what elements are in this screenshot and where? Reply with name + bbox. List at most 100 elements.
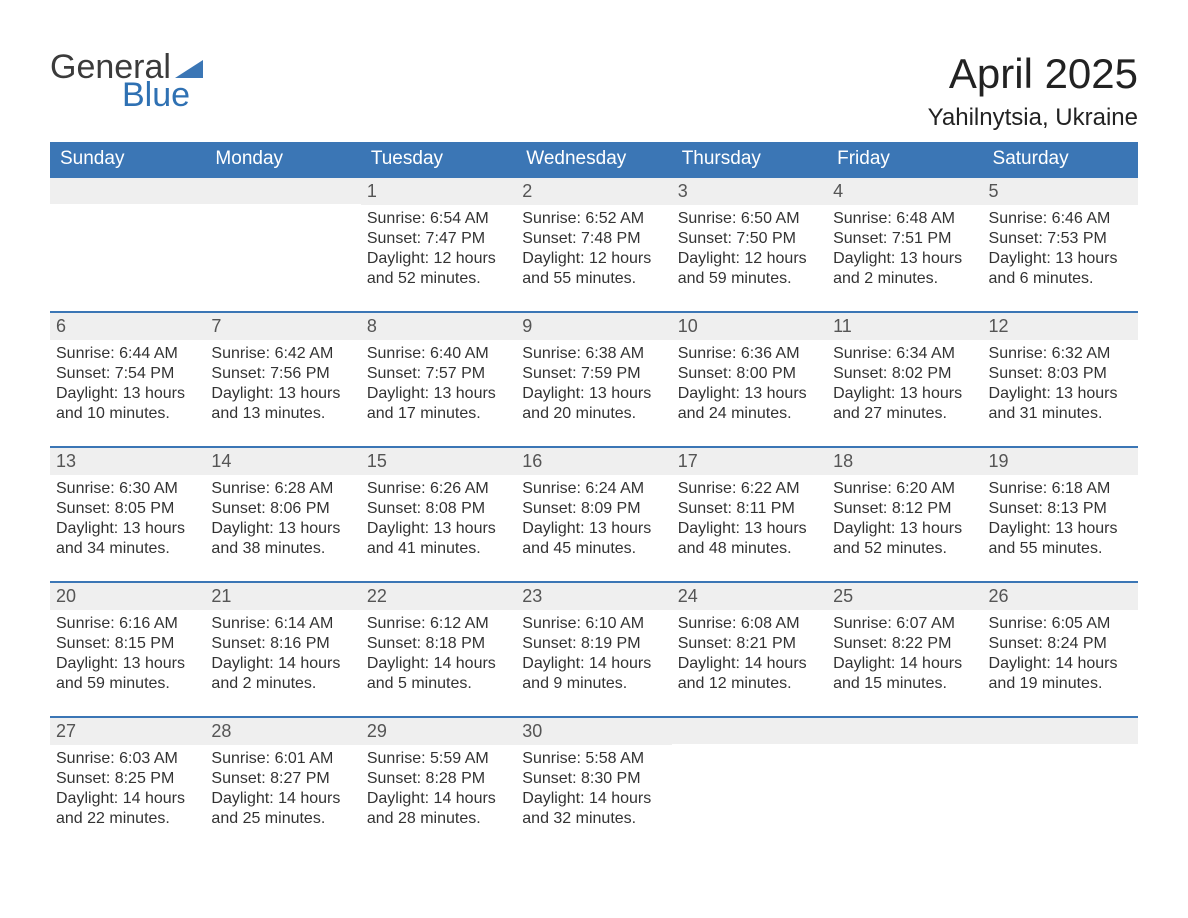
sunset-text: Sunset: 7:53 PM xyxy=(989,229,1132,249)
sunset-text: Sunset: 7:50 PM xyxy=(678,229,821,249)
day-cell: 22Sunrise: 6:12 AMSunset: 8:18 PMDayligh… xyxy=(361,581,516,716)
day-cell: 26Sunrise: 6:05 AMSunset: 8:24 PMDayligh… xyxy=(983,581,1138,716)
sunrise-text: Sunrise: 5:59 AM xyxy=(367,749,510,769)
sunrise-text: Sunrise: 6:52 AM xyxy=(522,209,665,229)
sunrise-text: Sunrise: 6:32 AM xyxy=(989,344,1132,364)
day-number: 13 xyxy=(50,446,205,475)
calendar-page: General Blue April 2025 Yahilnytsia, Ukr… xyxy=(0,0,1188,881)
brand-logo: General Blue xyxy=(50,50,203,112)
day-cell: 20Sunrise: 6:16 AMSunset: 8:15 PMDayligh… xyxy=(50,581,205,716)
dow-saturday: Saturday xyxy=(983,142,1138,176)
day-number: 4 xyxy=(827,176,982,205)
sunrise-text: Sunrise: 6:34 AM xyxy=(833,344,976,364)
daylight-text: Daylight: 13 hours and 48 minutes. xyxy=(678,519,821,559)
day-number: 2 xyxy=(516,176,671,205)
day-cell: 6Sunrise: 6:44 AMSunset: 7:54 PMDaylight… xyxy=(50,311,205,446)
day-body: Sunrise: 6:30 AMSunset: 8:05 PMDaylight:… xyxy=(50,475,205,581)
day-cell xyxy=(205,176,360,311)
day-cell: 16Sunrise: 6:24 AMSunset: 8:09 PMDayligh… xyxy=(516,446,671,581)
week-row: 20Sunrise: 6:16 AMSunset: 8:15 PMDayligh… xyxy=(50,581,1138,716)
sunset-text: Sunset: 7:59 PM xyxy=(522,364,665,384)
day-body: Sunrise: 6:12 AMSunset: 8:18 PMDaylight:… xyxy=(361,610,516,716)
day-number: 24 xyxy=(672,581,827,610)
day-body: Sunrise: 6:50 AMSunset: 7:50 PMDaylight:… xyxy=(672,205,827,311)
dow-thursday: Thursday xyxy=(672,142,827,176)
day-cell: 29Sunrise: 5:59 AMSunset: 8:28 PMDayligh… xyxy=(361,716,516,851)
day-cell xyxy=(983,716,1138,851)
dow-monday: Monday xyxy=(205,142,360,176)
day-cell: 10Sunrise: 6:36 AMSunset: 8:00 PMDayligh… xyxy=(672,311,827,446)
day-body: Sunrise: 6:28 AMSunset: 8:06 PMDaylight:… xyxy=(205,475,360,581)
sunset-text: Sunset: 8:22 PM xyxy=(833,634,976,654)
day-number: 25 xyxy=(827,581,982,610)
day-cell: 12Sunrise: 6:32 AMSunset: 8:03 PMDayligh… xyxy=(983,311,1138,446)
day-cell: 30Sunrise: 5:58 AMSunset: 8:30 PMDayligh… xyxy=(516,716,671,851)
blank-day-body xyxy=(205,204,360,304)
day-body: Sunrise: 6:14 AMSunset: 8:16 PMDaylight:… xyxy=(205,610,360,716)
sunset-text: Sunset: 8:21 PM xyxy=(678,634,821,654)
day-number: 30 xyxy=(516,716,671,745)
day-number: 16 xyxy=(516,446,671,475)
daylight-text: Daylight: 12 hours and 59 minutes. xyxy=(678,249,821,289)
sunset-text: Sunset: 8:16 PM xyxy=(211,634,354,654)
day-body: Sunrise: 6:01 AMSunset: 8:27 PMDaylight:… xyxy=(205,745,360,851)
day-number: 20 xyxy=(50,581,205,610)
day-cell: 3Sunrise: 6:50 AMSunset: 7:50 PMDaylight… xyxy=(672,176,827,311)
day-number: 27 xyxy=(50,716,205,745)
sunset-text: Sunset: 8:02 PM xyxy=(833,364,976,384)
day-body: Sunrise: 6:32 AMSunset: 8:03 PMDaylight:… xyxy=(983,340,1138,446)
day-cell: 11Sunrise: 6:34 AMSunset: 8:02 PMDayligh… xyxy=(827,311,982,446)
weeks-container: 1Sunrise: 6:54 AMSunset: 7:47 PMDaylight… xyxy=(50,176,1138,851)
sunrise-text: Sunrise: 6:30 AM xyxy=(56,479,199,499)
sunrise-text: Sunrise: 6:20 AM xyxy=(833,479,976,499)
day-body: Sunrise: 6:40 AMSunset: 7:57 PMDaylight:… xyxy=(361,340,516,446)
header-row: General Blue April 2025 Yahilnytsia, Ukr… xyxy=(50,50,1138,132)
sunrise-text: Sunrise: 6:14 AM xyxy=(211,614,354,634)
blank-day-body xyxy=(827,744,982,844)
dow-friday: Friday xyxy=(827,142,982,176)
daylight-text: Daylight: 14 hours and 15 minutes. xyxy=(833,654,976,694)
day-number: 6 xyxy=(50,311,205,340)
sunrise-text: Sunrise: 6:10 AM xyxy=(522,614,665,634)
sunset-text: Sunset: 8:15 PM xyxy=(56,634,199,654)
sunrise-text: Sunrise: 6:50 AM xyxy=(678,209,821,229)
daylight-text: Daylight: 13 hours and 10 minutes. xyxy=(56,384,199,424)
day-number: 21 xyxy=(205,581,360,610)
day-number: 29 xyxy=(361,716,516,745)
sunset-text: Sunset: 8:00 PM xyxy=(678,364,821,384)
day-body: Sunrise: 6:46 AMSunset: 7:53 PMDaylight:… xyxy=(983,205,1138,311)
blank-day-body xyxy=(672,744,827,844)
day-number: 22 xyxy=(361,581,516,610)
sunrise-text: Sunrise: 5:58 AM xyxy=(522,749,665,769)
day-cell: 25Sunrise: 6:07 AMSunset: 8:22 PMDayligh… xyxy=(827,581,982,716)
day-number: 15 xyxy=(361,446,516,475)
sunset-text: Sunset: 8:08 PM xyxy=(367,499,510,519)
day-body: Sunrise: 6:18 AMSunset: 8:13 PMDaylight:… xyxy=(983,475,1138,581)
day-cell xyxy=(827,716,982,851)
day-cell: 24Sunrise: 6:08 AMSunset: 8:21 PMDayligh… xyxy=(672,581,827,716)
daylight-text: Daylight: 12 hours and 52 minutes. xyxy=(367,249,510,289)
sunrise-text: Sunrise: 6:01 AM xyxy=(211,749,354,769)
blank-daynum-bar xyxy=(827,716,982,744)
daylight-text: Daylight: 14 hours and 5 minutes. xyxy=(367,654,510,694)
flag-icon xyxy=(175,56,203,78)
sunset-text: Sunset: 8:18 PM xyxy=(367,634,510,654)
sunrise-text: Sunrise: 6:08 AM xyxy=(678,614,821,634)
daylight-text: Daylight: 13 hours and 20 minutes. xyxy=(522,384,665,424)
day-body: Sunrise: 6:54 AMSunset: 7:47 PMDaylight:… xyxy=(361,205,516,311)
daylight-text: Daylight: 13 hours and 6 minutes. xyxy=(989,249,1132,289)
daylight-text: Daylight: 14 hours and 19 minutes. xyxy=(989,654,1132,694)
sunset-text: Sunset: 8:12 PM xyxy=(833,499,976,519)
sunset-text: Sunset: 7:51 PM xyxy=(833,229,976,249)
sunset-text: Sunset: 8:28 PM xyxy=(367,769,510,789)
day-body: Sunrise: 6:44 AMSunset: 7:54 PMDaylight:… xyxy=(50,340,205,446)
blank-daynum-bar xyxy=(50,176,205,204)
day-body: Sunrise: 6:16 AMSunset: 8:15 PMDaylight:… xyxy=(50,610,205,716)
blank-daynum-bar xyxy=(205,176,360,204)
daylight-text: Daylight: 13 hours and 17 minutes. xyxy=(367,384,510,424)
sunrise-text: Sunrise: 6:28 AM xyxy=(211,479,354,499)
day-cell: 5Sunrise: 6:46 AMSunset: 7:53 PMDaylight… xyxy=(983,176,1138,311)
day-number: 19 xyxy=(983,446,1138,475)
day-body: Sunrise: 6:38 AMSunset: 7:59 PMDaylight:… xyxy=(516,340,671,446)
day-body: Sunrise: 6:05 AMSunset: 8:24 PMDaylight:… xyxy=(983,610,1138,716)
